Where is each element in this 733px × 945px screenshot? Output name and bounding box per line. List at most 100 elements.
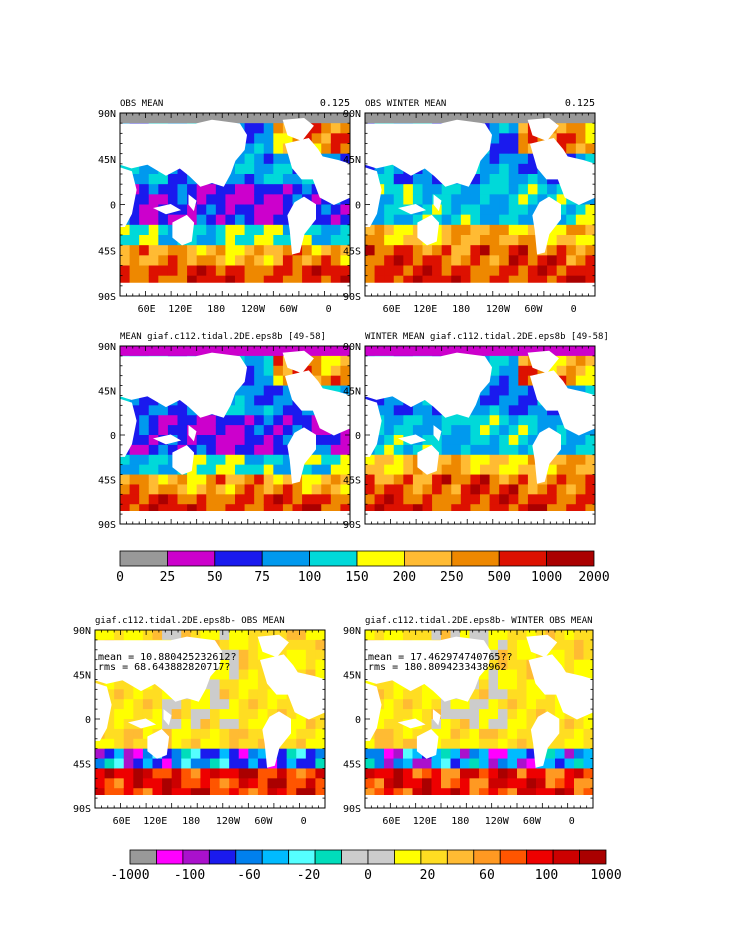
data-cell [225, 454, 236, 466]
data-cell [393, 425, 404, 436]
data-cell [133, 699, 144, 710]
data-cell [196, 444, 207, 456]
data-cell [139, 214, 150, 226]
data-cell [479, 788, 489, 799]
data-cell [547, 415, 558, 426]
data-cell [480, 415, 490, 426]
data-cell [129, 245, 140, 256]
data-cell [574, 788, 584, 799]
data-cell [556, 365, 567, 377]
data-cell [263, 385, 274, 396]
data-cell [374, 679, 385, 690]
data-cell [206, 474, 217, 485]
data-cell [235, 265, 245, 277]
data-cell [133, 788, 144, 799]
data-cell [545, 778, 556, 789]
data-cell [129, 255, 140, 266]
data-cell [104, 768, 115, 779]
data-cell [254, 245, 265, 256]
data-cell [365, 494, 375, 505]
data-cell [158, 265, 169, 277]
data-cell [374, 728, 385, 740]
data-cell [526, 630, 537, 641]
data-cell [187, 255, 198, 266]
data-cell [148, 395, 159, 406]
data-cell [498, 758, 508, 769]
data-cell [139, 474, 150, 485]
data-cell [330, 123, 341, 134]
data-cell [451, 214, 462, 226]
lon-label: 120E [143, 816, 167, 827]
data-cell [254, 184, 265, 195]
data-cell [489, 245, 500, 256]
data-cell [206, 224, 217, 236]
data-cell [321, 265, 332, 277]
data-cell [177, 504, 188, 515]
data-cell [215, 235, 226, 246]
data-cell [441, 699, 451, 710]
data-cell [403, 346, 414, 357]
data-cell [393, 194, 404, 205]
data-cell [450, 719, 461, 730]
data-cell [460, 235, 471, 246]
data-cell [566, 214, 577, 226]
data-cell [238, 768, 249, 779]
data-cell [152, 709, 163, 720]
data-cell [248, 738, 259, 750]
data-cell [238, 659, 249, 670]
data-cell [384, 444, 395, 456]
data-cell [104, 778, 115, 789]
data-cell [547, 504, 558, 515]
landmass [364, 119, 493, 187]
data-cell [498, 639, 508, 651]
data-cell [432, 214, 443, 226]
data-cell [219, 738, 230, 750]
data-cell [393, 474, 404, 485]
data-cell [162, 778, 173, 789]
landmass [287, 427, 316, 484]
data-cell [187, 235, 198, 246]
data-cell [181, 738, 192, 750]
data-cell [244, 444, 255, 456]
data-cell [479, 630, 489, 641]
data-cell [365, 245, 375, 256]
data-cell [139, 504, 150, 515]
data-cell [365, 778, 375, 789]
data-cell [263, 375, 274, 386]
data-cell [254, 123, 265, 134]
data-cell [470, 275, 481, 287]
data-cell [321, 454, 332, 466]
landmass [416, 729, 439, 759]
data-cell [238, 719, 249, 730]
data-cell [480, 184, 490, 195]
data-cell [460, 709, 470, 720]
data-cell [114, 748, 125, 759]
data-cell [282, 494, 293, 505]
data-cell [340, 346, 351, 357]
data-cell [148, 444, 159, 456]
data-cell [181, 758, 192, 769]
data-cell [374, 174, 385, 185]
data-cell [225, 435, 236, 446]
data-cell [480, 214, 490, 226]
lon-label: 0 [301, 816, 307, 827]
data-cell [177, 346, 188, 357]
data-cell [422, 405, 433, 416]
data-cell [489, 143, 500, 155]
data-cell [518, 375, 529, 386]
data-cell [564, 719, 575, 730]
data-cell [302, 113, 313, 124]
data-cell [451, 204, 462, 216]
landmass [257, 634, 289, 658]
data-cell [219, 649, 230, 661]
data-cell [133, 689, 144, 700]
lon-label: 0 [571, 304, 577, 315]
colorbar-label: 0 [116, 570, 124, 585]
data-cell [273, 375, 284, 386]
data-cell [412, 275, 423, 287]
data-cell [273, 224, 284, 236]
data-cell [556, 133, 567, 144]
data-cell [393, 184, 404, 195]
data-cell [254, 235, 265, 246]
data-cell [555, 758, 565, 769]
